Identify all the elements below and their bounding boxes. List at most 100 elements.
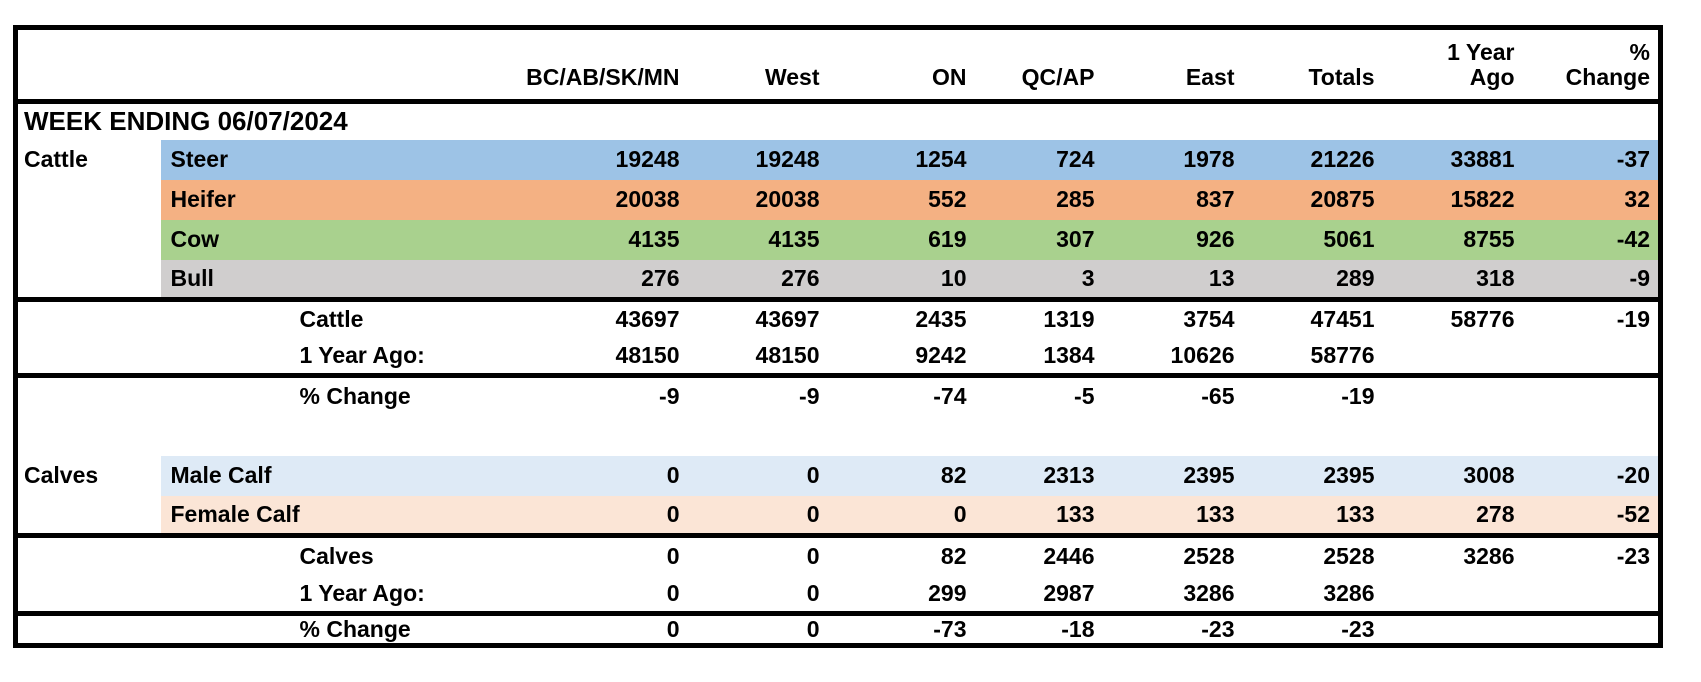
value-cell: 2446	[1043, 543, 1095, 570]
slaughter-report: BC/AB/SK/MN West ON QC/AP East Totals 1 …	[13, 25, 1663, 648]
blank-row	[16, 416, 1661, 456]
value-cell: 48150	[687, 337, 828, 378]
value-cell: -5	[1074, 383, 1095, 410]
spacer-cell	[161, 300, 298, 338]
value-cell: 19248	[755, 146, 820, 172]
summary-label-pct-change: % Change	[299, 383, 411, 410]
value-cell: 2987	[974, 575, 1103, 616]
value-cell: 285	[1056, 186, 1095, 212]
section-label-calves: Calves	[15, 455, 161, 496]
column-header-1-year-ago: 1 Year Ago	[1382, 27, 1523, 104]
row-bull: Bull 276 276 10 3 13 289 318 -9	[15, 259, 1661, 302]
value-cell: -9	[659, 383, 680, 410]
value-cell: 318	[1382, 259, 1523, 302]
value-cell	[1382, 575, 1523, 616]
value-cell: 0	[827, 495, 975, 538]
value-cell: 0	[666, 616, 680, 642]
column-header-pct-change: % Change	[1522, 27, 1661, 104]
value-cell: 1978	[1183, 146, 1235, 172]
column-header-west: West	[687, 27, 828, 104]
week-ending-row: WEEK ENDING 06/07/2024	[16, 102, 1661, 140]
value-cell: 2395	[1323, 462, 1375, 488]
value-cell: 43697	[755, 306, 820, 333]
spacer-cell	[160, 575, 298, 616]
value-cell	[1383, 376, 1523, 416]
spacer-cell	[15, 375, 161, 416]
value-cell: 133	[1102, 495, 1243, 538]
value-cell: -65	[1201, 383, 1235, 410]
value-cell: 0	[687, 495, 828, 538]
column-header-east: East	[1102, 27, 1243, 104]
value-cell: -9	[799, 383, 820, 410]
value-cell: -42	[1616, 226, 1650, 252]
spacer-cell	[15, 259, 161, 302]
value-cell: 20038	[755, 186, 820, 212]
value-cell: 1384	[974, 337, 1103, 378]
summary-label-pct-change: % Change	[299, 616, 411, 642]
value-cell	[1382, 337, 1523, 378]
column-header-on: ON	[827, 27, 975, 104]
value-cell: 2528	[1183, 543, 1235, 570]
category-label-cow: Cow	[170, 226, 220, 252]
value-cell	[1522, 575, 1661, 616]
value-cell	[1523, 614, 1661, 646]
value-cell: 43697	[615, 306, 680, 333]
value-cell: 4135	[768, 226, 820, 252]
category-label-female-calf: Female Calf	[160, 495, 488, 538]
value-cell: 33881	[1450, 146, 1515, 172]
column-header-qc-ap: QC/AP	[974, 27, 1103, 104]
summary-label-1-year-ago: 1 Year Ago:	[297, 575, 488, 616]
value-cell: 0	[487, 495, 688, 538]
value-cell: 837	[1196, 186, 1235, 212]
value-cell: 276	[487, 259, 688, 302]
week-ending-label: WEEK ENDING 06/07/2024	[24, 106, 348, 137]
value-cell: 278	[1382, 495, 1523, 538]
value-cell: 133	[974, 495, 1103, 538]
row-calves-pct-change: % Change 0 0 -73 -18 -23 -23	[15, 613, 1661, 646]
value-cell: 299	[827, 575, 975, 616]
value-cell: 3286	[1463, 543, 1515, 570]
value-cell: -19	[1341, 383, 1375, 410]
value-cell: 21226	[1310, 146, 1375, 172]
spacer-cell	[15, 179, 161, 220]
category-label-male-calf: Male Calf	[170, 462, 272, 488]
value-cell: 2435	[915, 306, 967, 333]
value-cell: -37	[1616, 146, 1650, 172]
value-cell: 9242	[827, 337, 975, 378]
value-cell: 48150	[487, 337, 688, 378]
row-male-calf: Calves Male Calf 0 0 82 2313 2395 2395 3…	[15, 455, 1661, 496]
value-cell: 3	[974, 259, 1103, 302]
spacer-cell	[161, 376, 298, 416]
value-cell: 0	[666, 543, 680, 570]
value-cell: 1319	[1043, 306, 1095, 333]
value-cell: -52	[1522, 495, 1661, 538]
value-cell: 3008	[1463, 462, 1515, 488]
value-cell: -9	[1522, 259, 1661, 302]
spacer-cell	[161, 614, 298, 646]
value-cell: 2395	[1183, 462, 1235, 488]
value-cell: 926	[1196, 226, 1235, 252]
category-label-bull: Bull	[160, 259, 488, 302]
value-cell	[1523, 376, 1661, 416]
row-cattle-totals: Cattle 43697 43697 2435 1319 3754 47451 …	[15, 299, 1661, 338]
value-cell: 289	[1242, 259, 1383, 302]
value-cell: 2313	[1043, 462, 1095, 488]
value-cell: -20	[1616, 462, 1650, 488]
value-cell: 276	[687, 259, 828, 302]
summary-label-1-year-ago: 1 Year Ago:	[297, 337, 488, 378]
spacer-cell	[15, 495, 161, 538]
row-calves-totals: Calves 0 0 82 2446 2528 2528 3286 -23	[15, 535, 1661, 576]
spacer-cell	[160, 337, 298, 378]
row-cattle-year-ago: 1 Year Ago: 48150 48150 9242 1384 10626 …	[15, 337, 1661, 378]
value-cell: 32	[1624, 186, 1650, 212]
value-cell: 0	[806, 543, 820, 570]
value-cell	[1383, 614, 1523, 646]
row-cow: Cow 4135 4135 619 307 926 5061 8755 -42	[15, 219, 1661, 260]
slaughter-report-table: BC/AB/SK/MN West ON QC/AP East Totals 1 …	[13, 25, 1663, 648]
value-cell: -73	[933, 616, 967, 642]
column-header-row: BC/AB/SK/MN West ON QC/AP East Totals 1 …	[15, 27, 1661, 104]
value-cell: 10626	[1102, 337, 1243, 378]
value-cell: -23	[1201, 616, 1235, 642]
value-cell: 20875	[1310, 186, 1375, 212]
